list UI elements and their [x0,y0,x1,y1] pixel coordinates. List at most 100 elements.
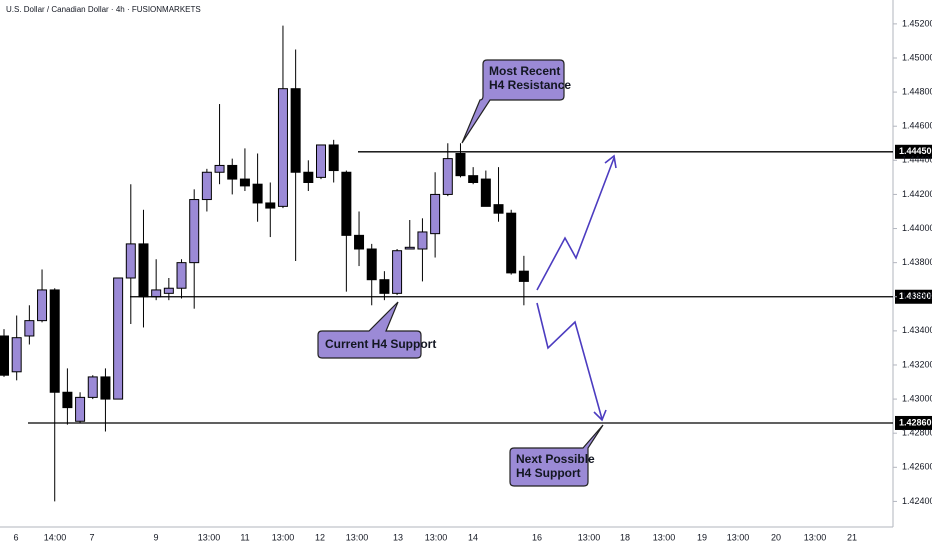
y-tick-label: 1.43800 [902,257,932,267]
y-tick-label: 1.42800 [902,428,932,438]
y-tick-label: 1.43400 [902,325,932,335]
annotation-text: H4 Support [516,466,581,480]
callout-resistance [461,59,565,144]
x-tick-label: 13:00 [425,532,448,542]
candle-body [265,202,276,209]
callout-next-support [509,424,604,487]
candle-body [442,158,453,195]
candle-body [75,396,86,422]
x-tick-label: 14:00 [44,532,67,542]
candle-body [239,178,250,187]
x-tick-label: 19 [697,532,707,542]
candle-body [24,320,35,337]
y-tick-label: 1.44800 [902,86,932,96]
x-tick-label: 13:00 [272,532,295,542]
candle-body [227,164,238,180]
candle-body [100,376,111,400]
callouts [317,59,604,487]
x-tick-label: 20 [771,532,781,542]
candle-body [328,144,339,172]
x-tick-label: 9 [153,532,158,542]
y-tick-label: 1.44600 [902,121,932,131]
candle-body [392,250,403,294]
y-tick-label: 1.45200 [902,18,932,28]
candle-body [316,144,326,178]
x-tick-label: 13:00 [198,532,221,542]
x-tick-label: 13:00 [804,532,827,542]
x-tick-label: 21 [847,532,857,542]
candle-body [290,88,301,173]
y-tick-label: 1.44200 [902,189,932,199]
candle-body [468,175,479,183]
candle-body [430,193,441,235]
candle-body [252,183,263,204]
level-label-box [895,144,932,159]
candle-body [0,335,9,376]
levels: 1.44450 1.43600 1.42860 [28,144,932,430]
y-tick-label: 1.44400 [902,155,932,165]
y-tick-label: 1.44000 [902,223,932,233]
candle-body [138,243,149,298]
x-tick-label: 11 [240,532,249,542]
candle-body [417,231,428,250]
candle-body [125,243,136,279]
candle-body [151,289,162,298]
y-tick-label: 1.42600 [902,462,932,472]
arrow-up [536,157,615,291]
level-label-box [895,415,932,430]
candle-body [87,376,98,398]
x-tick-label: 13 [393,532,403,542]
callout-support [317,301,422,359]
arrow-head [604,154,617,169]
x-tick-label: 12 [315,532,325,542]
candle-body [176,262,187,289]
candle-body [506,212,517,274]
x-tick-label: 13:00 [346,532,369,542]
x-tick-label: 6 [13,532,18,542]
candle-body [303,171,314,183]
candle-body [404,246,415,250]
level-label: 1.44450 [899,146,932,156]
x-tick-label: 13:00 [653,532,676,542]
candle-body [354,234,365,250]
candle-body [493,204,504,214]
candle-body [341,171,352,236]
candle-body [201,171,212,201]
candle-body [480,178,491,207]
x-tick-label: 16 [532,532,542,542]
candle-body [379,279,390,294]
arrows [536,154,617,422]
candle-body [62,391,73,409]
y-tick-label: 1.42400 [902,496,932,506]
candle-body [518,270,529,282]
chart-title: U.S. Dollar / Canadian Dollar · 4h · FUS… [6,5,201,14]
level-label: 1.42860 [899,417,932,427]
candle-body [113,277,124,400]
y-tick-label: 1.43200 [902,359,932,369]
annotation-text: Most Recent [489,64,560,78]
arrow-down [536,302,603,420]
y-tick-label: 1.45000 [902,52,932,62]
candle-body [163,287,174,294]
annotation-text: Next Possible [516,452,595,466]
candle-body [455,152,466,177]
candle-body [214,164,225,173]
y-tick-label: 1.43600 [902,291,932,301]
candle-body [49,289,60,393]
x-tick-label: 13:00 [727,532,750,542]
candle-body [277,88,288,207]
candles [0,25,529,502]
level-label: 1.43600 [899,291,932,301]
x-tick-label: 18 [620,532,630,542]
arrow-head [593,409,607,422]
annotation-text: Current H4 Support [325,337,436,351]
y-tick-label: 1.43000 [902,393,932,403]
candle-body [37,289,48,322]
candle-body [189,199,200,264]
x-tick-label: 7 [89,532,94,542]
level-label-box [895,289,932,304]
annotation-text: H4 Resistance [489,78,571,92]
